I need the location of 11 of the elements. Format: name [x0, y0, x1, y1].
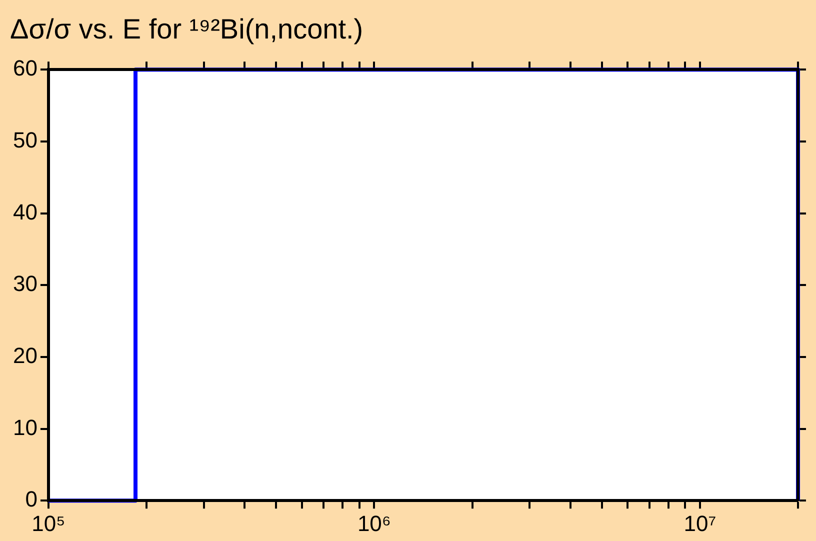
y-tick-label: 30 [12, 271, 38, 296]
x-tick-label: 10⁶ [357, 510, 391, 536]
y-tick-label: 20 [12, 342, 38, 368]
y-tick-label: 50 [12, 127, 38, 152]
y-tick-label: 0 [25, 486, 38, 512]
y-tick-label: 60 [12, 56, 38, 81]
y-tick-label: 40 [12, 199, 38, 224]
chart-title: Δσ/σ vs. E for ¹⁹²Bi(n,ncont.) [10, 14, 364, 45]
x-tick-label: 10⁵ [32, 510, 66, 536]
x-tick-label: 10⁷ [684, 510, 716, 536]
y-tick-label: 10 [12, 414, 38, 440]
